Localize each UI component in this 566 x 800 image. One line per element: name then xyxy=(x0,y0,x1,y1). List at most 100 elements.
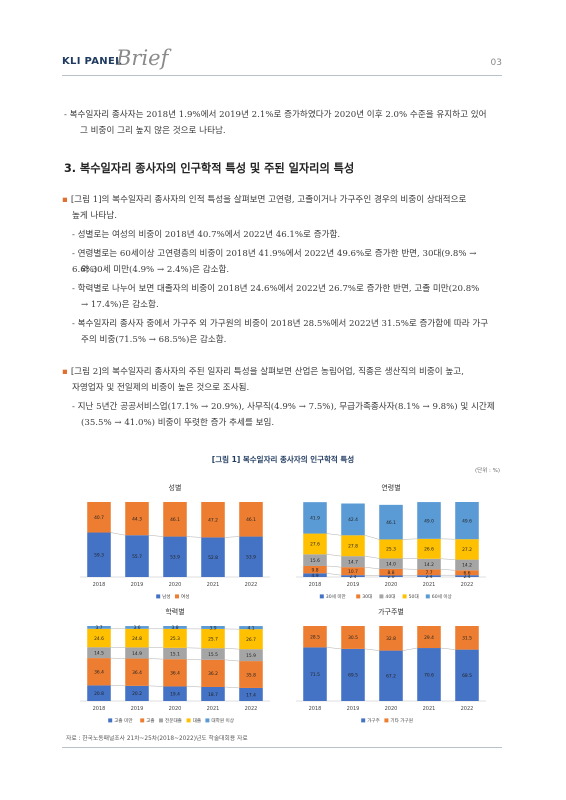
bar-segment xyxy=(239,626,263,630)
bar-segment xyxy=(125,626,149,629)
intro-line-1: - 복수일자리 종사자는 2018년 1.9%에서 2019년 2.1%로 증가… xyxy=(64,110,487,120)
bar-segment xyxy=(341,567,365,576)
intro-line-2: 그 비중이 그리 높지 않은 것으로 나타남. xyxy=(80,126,226,136)
block1-lead-1: ▪ [그림 1]의 복수일자리 종사자의 인적 특성을 살펴보면 고연령, 고졸이… xyxy=(62,192,502,208)
bar-segment xyxy=(201,628,225,649)
chart-title: 성별 xyxy=(169,483,182,492)
page-number: 03 xyxy=(490,58,502,68)
connector-line xyxy=(224,536,240,538)
legend-label: 50대 xyxy=(409,593,419,600)
connector-line xyxy=(186,658,202,661)
bar-segment xyxy=(125,647,149,659)
legend-label: 여성 xyxy=(181,593,189,600)
legend-label: 대졸 xyxy=(193,717,201,724)
x-tick-label: 2019 xyxy=(347,582,360,588)
data-label: 8.8 xyxy=(388,570,395,576)
x-tick-label: 2019 xyxy=(347,706,360,712)
bar-segment xyxy=(303,554,327,566)
x-tick-label: 2021 xyxy=(207,706,220,712)
data-label: 41.9 xyxy=(310,516,320,522)
x-tick-label: 2020 xyxy=(169,582,182,588)
x-tick-label: 2020 xyxy=(169,706,182,712)
bar-segment xyxy=(417,648,441,701)
page-header: KLI PANEL Brief 03 xyxy=(62,46,502,76)
connector-line xyxy=(186,536,202,538)
block1-item-4a: - 복수일자리 종사자 중에서 가구주 외 가구원의 비중이 2018년 28.… xyxy=(72,319,489,329)
bar-segment xyxy=(379,558,403,569)
legend-swatch xyxy=(425,594,430,599)
connector-line xyxy=(402,647,418,651)
data-label: 35.8 xyxy=(246,672,256,678)
connector-line xyxy=(148,685,164,687)
legend-label: 고졸 미만 xyxy=(114,717,133,724)
bar-segment xyxy=(379,650,403,701)
connector-line xyxy=(326,533,342,536)
connector-line xyxy=(110,532,126,536)
data-label: 53.9 xyxy=(246,555,256,561)
data-label: 4.1 xyxy=(248,625,255,631)
connector-line xyxy=(224,648,240,650)
data-label: 29.4 xyxy=(424,635,434,641)
block1-lead-1-text: [그림 1]의 복수일자리 종사자의 인적 특성을 살펴보면 고연령, 고졸이거… xyxy=(70,195,467,205)
connector-line xyxy=(326,565,342,568)
data-label: 3.6 xyxy=(134,625,141,631)
data-label: 32.8 xyxy=(386,636,396,642)
bar-segment xyxy=(125,685,149,701)
bullet-icon: ▪ xyxy=(62,367,68,377)
data-label: 24.6 xyxy=(94,636,104,642)
x-tick-label: 2019 xyxy=(131,582,144,588)
block1-item-2b: 와 30세 미만(4.9% → 2.4%)은 감소함. xyxy=(81,265,230,275)
data-label: 52.8 xyxy=(208,555,218,561)
bar-segment xyxy=(201,537,225,577)
data-label: 30.5 xyxy=(348,635,358,641)
data-label: 15.9 xyxy=(246,653,256,659)
connector-line xyxy=(148,658,164,660)
x-tick-label: 2022 xyxy=(245,706,258,712)
bar-segment xyxy=(341,503,365,536)
data-label: 25.7 xyxy=(208,636,218,642)
bar-segment xyxy=(87,685,111,701)
bar-segment xyxy=(239,661,263,688)
bar-segment xyxy=(303,565,327,574)
bar-segment xyxy=(341,535,365,557)
data-label: 27.2 xyxy=(462,547,472,553)
legend-swatch xyxy=(140,718,145,723)
data-label: 55.7 xyxy=(132,554,142,560)
data-label: 15.5 xyxy=(208,652,218,658)
bar-segment xyxy=(201,659,225,687)
x-tick-label: 2022 xyxy=(461,582,474,588)
data-label: 49.6 xyxy=(462,518,472,524)
bar-segment xyxy=(455,626,479,650)
block1-item-4b: 주의 비중(71.5% → 68.5%)은 감소함. xyxy=(81,335,227,345)
data-label: 9.8 xyxy=(312,567,319,573)
legend-label: 40대 xyxy=(385,593,395,600)
block2-lead-1: ▪ [그림 2]의 복수일자리 종사자의 주된 일자리 특성을 살펴보면 산업은 … xyxy=(62,364,502,380)
bar-segment xyxy=(87,626,111,629)
data-label: 25.3 xyxy=(170,636,180,642)
figure-source: 자료 : 한국노동패널조사 21차~25차(2018~2022)년도 학술대회용… xyxy=(66,736,248,742)
data-label: 3.9 xyxy=(210,625,217,631)
data-label: 36.4 xyxy=(170,671,180,677)
data-label: 2.4 xyxy=(426,574,433,580)
data-label: 26.6 xyxy=(424,547,434,553)
bar-segment xyxy=(239,536,263,577)
data-label: 15.6 xyxy=(310,558,320,564)
bar-segment xyxy=(417,558,441,570)
bar-segment xyxy=(125,535,149,577)
connector-line xyxy=(402,538,418,540)
bar-segment xyxy=(125,628,149,648)
data-label: 36.4 xyxy=(132,670,142,676)
bar-segment xyxy=(303,573,327,577)
data-label: 71.5 xyxy=(310,672,320,678)
legend-label: 30대 xyxy=(362,593,372,600)
bar-segment xyxy=(163,647,187,660)
bar-segment xyxy=(303,502,327,534)
data-label: 2.4 xyxy=(464,574,471,580)
bar-segment xyxy=(125,502,149,536)
bar-segment xyxy=(87,502,111,533)
data-label: 2.0 xyxy=(388,574,395,580)
data-label: 46.1 xyxy=(246,517,256,523)
block1-item-1: - 성별로는 여성의 비중이 2018년 40.7%에서 2022년 46.1%… xyxy=(72,230,341,240)
bar-segment xyxy=(163,536,187,577)
